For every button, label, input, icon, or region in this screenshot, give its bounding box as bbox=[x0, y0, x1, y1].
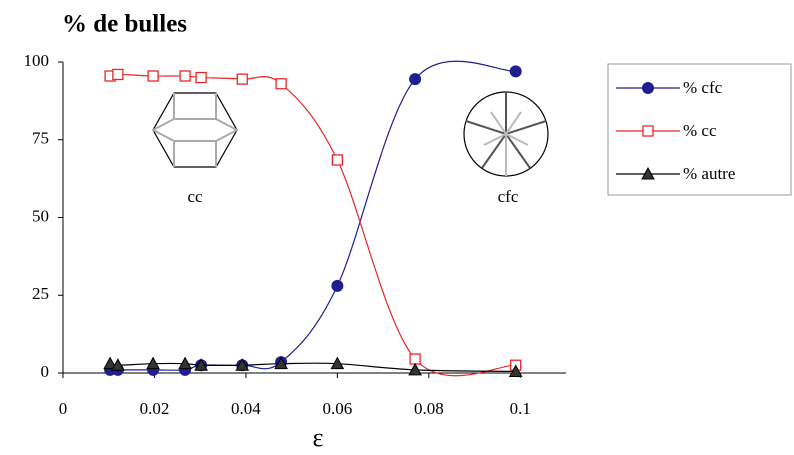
point bbox=[508, 364, 523, 377]
point bbox=[331, 154, 344, 166]
series-line bbox=[110, 60, 516, 371]
point bbox=[146, 356, 160, 370]
chart-title: % de bulles bbox=[62, 11, 187, 38]
point bbox=[147, 70, 159, 82]
legend-label: % cfc bbox=[683, 78, 723, 97]
y-tick-label: 25 bbox=[32, 284, 49, 303]
hexagon-inset bbox=[152, 92, 238, 168]
point bbox=[179, 70, 191, 82]
y-tick-label: 100 bbox=[24, 51, 50, 70]
x-tick-label: 0.08 bbox=[414, 399, 444, 418]
point bbox=[409, 73, 422, 86]
point bbox=[178, 356, 192, 370]
annotation: cfc bbox=[498, 187, 519, 206]
point bbox=[194, 358, 208, 371]
y-tick-label: 50 bbox=[32, 206, 49, 225]
x-axis-label: ε bbox=[313, 423, 324, 452]
point bbox=[409, 353, 421, 365]
legend-label: % autre bbox=[683, 164, 735, 183]
x-tick-label: 0.06 bbox=[322, 399, 352, 418]
legend-label: % cc bbox=[683, 121, 717, 140]
point bbox=[331, 279, 344, 292]
x-tick-label: 0.1 bbox=[510, 399, 531, 418]
y-tick-label: 0 bbox=[41, 362, 50, 381]
legend-box bbox=[607, 63, 792, 196]
point bbox=[408, 362, 422, 376]
point bbox=[112, 68, 124, 81]
point bbox=[275, 78, 287, 90]
annotation: cc bbox=[187, 187, 203, 206]
point bbox=[235, 358, 250, 371]
x-tick-label: 0.04 bbox=[231, 399, 261, 418]
legend-marker bbox=[642, 82, 654, 94]
point bbox=[509, 65, 522, 78]
point bbox=[236, 73, 248, 85]
circle-inset bbox=[463, 91, 549, 177]
x-tick-label: 0.02 bbox=[140, 399, 170, 418]
point bbox=[274, 356, 288, 370]
point bbox=[111, 358, 125, 371]
x-tick-label: 0 bbox=[59, 399, 68, 418]
legend-marker bbox=[641, 166, 655, 180]
series-line bbox=[109, 362, 516, 373]
legend-marker bbox=[642, 125, 654, 137]
y-tick-label: 75 bbox=[32, 129, 49, 148]
point bbox=[330, 356, 345, 370]
point bbox=[195, 71, 207, 84]
point bbox=[103, 356, 117, 370]
